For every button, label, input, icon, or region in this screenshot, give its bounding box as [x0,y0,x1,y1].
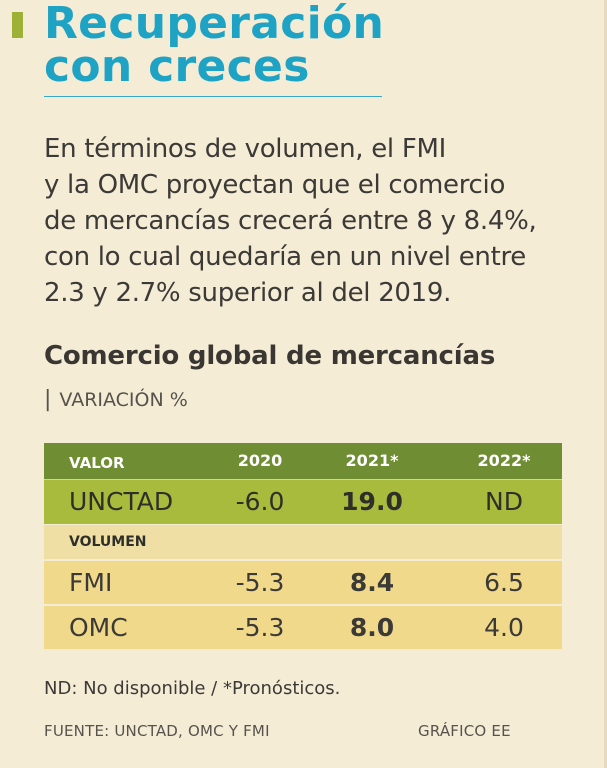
table-row-unctad: UNCTAD -6.0 19.0 ND [44,479,562,524]
footnote: ND: No disponible / *Pronósticos. [44,678,341,699]
intro-line: con lo cual quedaría en un nivel entre [44,242,526,272]
accent-bar [12,12,23,38]
row-label-unctad: UNCTAD [69,487,174,516]
section-label-volumen: VOLUMEN [69,534,147,550]
headline: Recuperación con creces [44,0,385,89]
data-table: VALOR 2020 2021* 2022* UNCTAD -6.0 19.0 … [44,443,562,649]
intro-paragraph: En términos de volumen, el FMI y la OMC … [44,131,592,311]
cell-fmi-2020: -5.3 [235,568,285,597]
cell-unctad-2022: ND [485,487,523,516]
cell-omc-2021: 8.0 [349,613,395,642]
header-label-valor: VALOR [69,454,125,472]
source-text: FUENTE: UNCTAD, OMC Y FMI [44,722,270,740]
table-row-fmi: FMI -5.3 8.4 6.5 [44,559,562,604]
credit-text: GRÁFICO EE [418,722,511,740]
headline-divider [44,96,382,97]
cell-fmi-2021: 8.4 [349,568,395,597]
subtitle-divider: | [44,387,52,412]
intro-line: En términos de volumen, el FMI [44,134,446,164]
intro-line: y la OMC proyectan que el comercio [44,170,506,200]
cell-omc-2020: -5.3 [235,613,285,642]
chart-title: Comercio global de mercancías [44,341,496,371]
cell-omc-2022: 4.0 [484,613,524,642]
cell-unctad-2020: -6.0 [235,487,285,516]
header-year-2022: 2022* [477,451,531,470]
header-year-2021: 2021* [345,451,399,470]
subtitle-text: VARIACIÓN % [59,389,188,411]
table-section-volumen: VOLUMEN [44,524,562,559]
row-label-omc: OMC [69,613,128,642]
intro-line: de mercancías crecerá entre 8 y 8.4%, [44,206,537,236]
headline-line-2: con creces [44,41,310,92]
table-header-row: VALOR 2020 2021* 2022* [44,443,562,479]
table-row-omc: OMC -5.3 8.0 4.0 [44,604,562,649]
row-label-fmi: FMI [69,568,113,597]
chart-subtitle: | VARIACIÓN % [44,387,188,413]
cell-fmi-2022: 6.5 [484,568,524,597]
cell-unctad-2021: 19.0 [341,487,403,516]
headline-line-1: Recuperación [44,0,385,49]
header-year-2020: 2020 [237,451,283,470]
intro-line: 2.3 y 2.7% superior al del 2019. [44,278,452,308]
